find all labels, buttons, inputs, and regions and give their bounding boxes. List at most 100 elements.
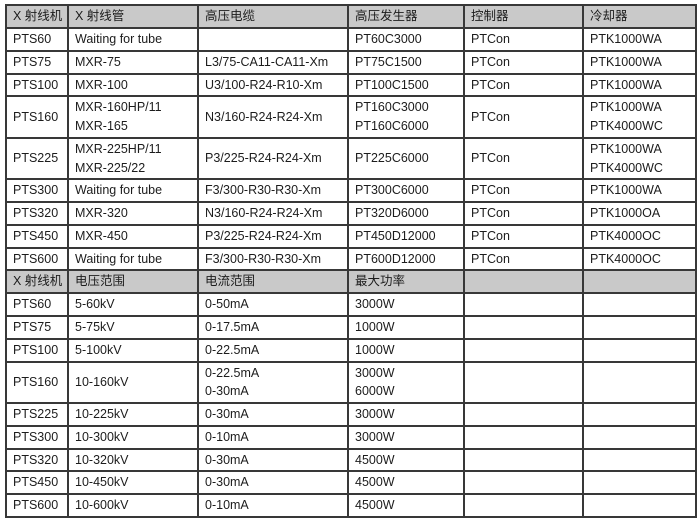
machine-cell: PTS450	[5, 223, 69, 249]
generator-cell: PT100C1500	[347, 72, 465, 98]
header-cooler: 冷却器	[582, 4, 697, 29]
empty-cell	[582, 402, 697, 427]
cooler-cell: PTK1000WA	[582, 27, 697, 52]
table-row: PTS60 5-60kV 0-50mA 3000W	[5, 292, 697, 317]
voltage-cell: 10-160kV	[67, 360, 199, 404]
voltage-cell: 10-450kV	[67, 470, 199, 495]
header-empty-2	[582, 269, 697, 295]
current-cell: 0-50mA	[197, 292, 349, 317]
cable-cell: N3/160-R24-R24-Xm	[197, 201, 349, 226]
empty-cell	[582, 360, 697, 404]
table-row: PTS160 MXR-160HP/11 MXR-165 N3/160-R24-R…	[5, 95, 697, 139]
header-current: 电流范围	[197, 269, 349, 295]
machine-cell: PTS320	[5, 447, 69, 473]
cable-cell: L3/75-CA11-CA11-Xm	[197, 49, 349, 75]
tube-cell: Waiting for tube	[67, 178, 199, 203]
controller-cell: PTCon	[463, 223, 584, 249]
machine-cell: PTS600	[5, 246, 69, 272]
generator-cell: PT320D6000	[347, 201, 465, 226]
empty-cell	[463, 470, 584, 495]
power-cell: 3000W	[347, 424, 465, 450]
current-cell: 0-10mA	[197, 424, 349, 450]
empty-cell	[582, 493, 697, 518]
cable-cell: N3/160-R24-R24-Xm	[197, 95, 349, 139]
empty-cell	[463, 493, 584, 518]
power-cell: 4500W	[347, 447, 465, 473]
power-cell: 1000W	[347, 337, 465, 363]
current-cell: 0-30mA	[197, 470, 349, 495]
voltage-cell: 10-225kV	[67, 402, 199, 427]
empty-cell	[582, 447, 697, 473]
controller-cell: PTCon	[463, 136, 584, 181]
table-row: PTS600 10-600kV 0-10mA 4500W	[5, 493, 697, 518]
current-cell: 0-17.5mA	[197, 315, 349, 340]
table-row: PTS320 MXR-320 N3/160-R24-R24-Xm PT320D6…	[5, 201, 697, 226]
machine-cell: PTS600	[5, 493, 69, 518]
machine-cell: PTS100	[5, 337, 69, 363]
cable-cell: F3/300-R30-R30-Xm	[197, 178, 349, 203]
table-row: PTS320 10-320kV 0-30mA 4500W	[5, 447, 697, 473]
cooler-cell: PTK4000OC	[582, 246, 697, 272]
xray-spec-table: X 射线机 X 射线管 高压电缆 高压发生器 控制器 冷却器 PTS60 Wai…	[5, 4, 697, 518]
header-controller: 控制器	[463, 4, 584, 29]
cable-cell: P3/225-R24-R24-Xm	[197, 136, 349, 181]
table-row: PTS600 Waiting for tube F3/300-R30-R30-X…	[5, 246, 697, 272]
machine-cell: PTS100	[5, 72, 69, 98]
tube-cell: MXR-160HP/11 MXR-165	[67, 95, 199, 139]
empty-cell	[463, 315, 584, 340]
table-row: PTS450 MXR-450 P3/225-R24-R24-Xm PT450D1…	[5, 223, 697, 249]
machine-cell: PTS160	[5, 95, 69, 139]
header-empty-1	[463, 269, 584, 295]
current-cell: 0-10mA	[197, 493, 349, 518]
current-cell: 0-22.5mA 0-30mA	[197, 360, 349, 404]
tube-cell: MXR-450	[67, 223, 199, 249]
controller-cell: PTCon	[463, 72, 584, 98]
voltage-cell: 5-60kV	[67, 292, 199, 317]
controller-cell: PTCon	[463, 201, 584, 226]
generator-cell: PT225C6000	[347, 136, 465, 181]
tube-cell: Waiting for tube	[67, 27, 199, 52]
controller-cell: PTCon	[463, 246, 584, 272]
cable-cell: U3/100-R24-R10-Xm	[197, 72, 349, 98]
header-cable: 高压电缆	[197, 4, 349, 29]
voltage-cell: 5-75kV	[67, 315, 199, 340]
table-row: PTS100 5-100kV 0-22.5mA 1000W	[5, 337, 697, 363]
controller-cell: PTCon	[463, 49, 584, 75]
tube-cell: Waiting for tube	[67, 246, 199, 272]
generator-cell: PT75C1500	[347, 49, 465, 75]
machine-cell: PTS75	[5, 315, 69, 340]
power-cell: 3000W	[347, 292, 465, 317]
generator-cell: PT450D12000	[347, 223, 465, 249]
cooler-cell: PTK1000WA	[582, 178, 697, 203]
table-row: PTS300 Waiting for tube F3/300-R30-R30-X…	[5, 178, 697, 203]
product-spec-page: X 射线机 X 射线管 高压电缆 高压发生器 控制器 冷却器 PTS60 Wai…	[5, 4, 697, 518]
table-row: PTS75 5-75kV 0-17.5mA 1000W	[5, 315, 697, 340]
machine-cell: PTS160	[5, 360, 69, 404]
tube-cell: MXR-75	[67, 49, 199, 75]
empty-cell	[463, 447, 584, 473]
empty-cell	[463, 292, 584, 317]
machine-cell: PTS300	[5, 424, 69, 450]
table-row: PTS225 10-225kV 0-30mA 3000W	[5, 402, 697, 427]
cable-cell: P3/225-R24-R24-Xm	[197, 223, 349, 249]
tube-cell: MXR-100	[67, 72, 199, 98]
generator-cell: PT600D12000	[347, 246, 465, 272]
empty-cell	[463, 424, 584, 450]
machine-cell: PTS60	[5, 292, 69, 317]
power-cell: 1000W	[347, 315, 465, 340]
empty-cell	[582, 470, 697, 495]
components-header-row: X 射线机 X 射线管 高压电缆 高压发生器 控制器 冷却器	[5, 4, 697, 29]
machine-cell: PTS300	[5, 178, 69, 203]
header-tube: X 射线管	[67, 4, 199, 29]
voltage-cell: 10-300kV	[67, 424, 199, 450]
cooler-cell: PTK1000OA	[582, 201, 697, 226]
machine-cell: PTS225	[5, 402, 69, 427]
table-row: PTS160 10-160kV 0-22.5mA 0-30mA 3000W 60…	[5, 360, 697, 404]
cooler-cell: PTK1000WA	[582, 49, 697, 75]
voltage-cell: 10-320kV	[67, 447, 199, 473]
cable-cell	[197, 27, 349, 52]
empty-cell	[582, 292, 697, 317]
voltage-cell: 10-600kV	[67, 493, 199, 518]
cooler-cell: PTK1000WA	[582, 72, 697, 98]
table-row: PTS60 Waiting for tube PT60C3000 PTCon P…	[5, 27, 697, 52]
